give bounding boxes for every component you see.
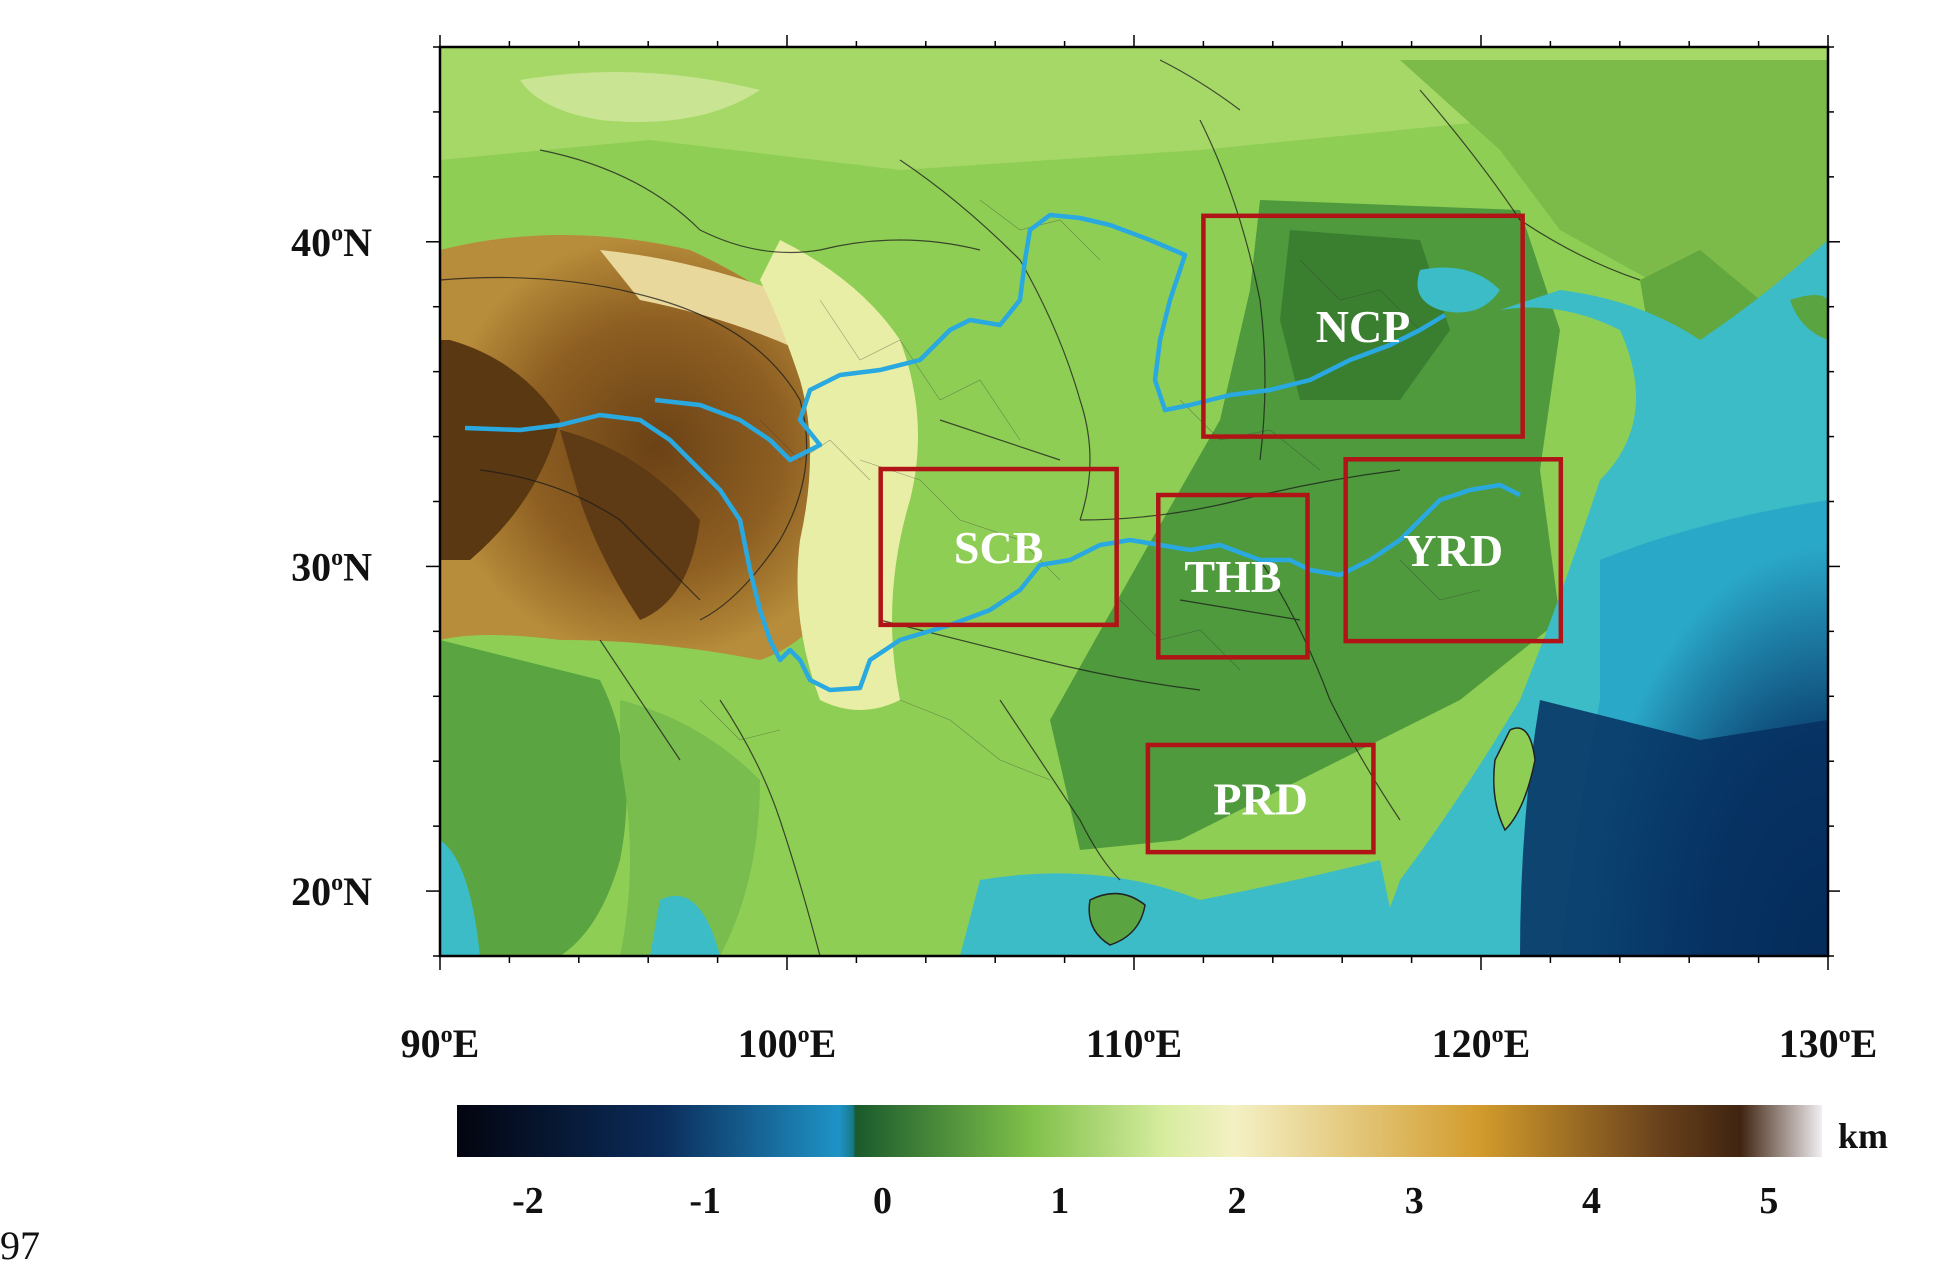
- province-boundaries: [440, 59, 1641, 956]
- region-box-scb: [878, 466, 1119, 628]
- colorbar-tick-labels: -2 -1 0 1 2 3 4 5: [512, 1180, 1778, 1222]
- lon-label: 90oE: [401, 1021, 480, 1066]
- lat-label: 20oN: [291, 869, 372, 914]
- lon-label: 100oE: [738, 1021, 837, 1066]
- axis-ticks: [426, 35, 1840, 970]
- lon-label: 120oE: [1432, 1021, 1531, 1066]
- colorbar-tick-label: 4: [1582, 1180, 1601, 1222]
- lon-label: 130oE: [1779, 1021, 1878, 1066]
- yellow-river: [654, 212, 1447, 463]
- region-box-prd: [1145, 742, 1376, 855]
- colorbar-tick-label: 1: [1050, 1180, 1069, 1222]
- lon-label: 110oE: [1086, 1021, 1182, 1066]
- lat-label: 40oN: [291, 220, 372, 265]
- region-label-ncp: NCP: [1316, 301, 1411, 352]
- colorbar: [457, 1105, 1822, 1157]
- longitude-labels: 90oE 100oE 110oE 120oE 130oE: [401, 1021, 1878, 1066]
- colorbar-unit-label: km: [1838, 1116, 1888, 1156]
- colorbar-tick-label: 5: [1759, 1180, 1778, 1222]
- region-box-ncp: [1201, 213, 1525, 439]
- colorbar-tick-label: 3: [1405, 1180, 1424, 1222]
- region-label-scb: SCB: [954, 522, 1043, 573]
- region-box-thb: [1156, 492, 1310, 660]
- colorbar-tick-label: 0: [873, 1180, 892, 1222]
- lat-label: 30oN: [291, 544, 372, 589]
- region-label-prd: PRD: [1213, 774, 1308, 825]
- latitude-labels: 40oN 30oN 20oN: [291, 220, 372, 914]
- colorbar-tick-label: -2: [512, 1180, 544, 1222]
- colorbar-tick-label: 2: [1228, 1180, 1247, 1222]
- region-label-thb: THB: [1184, 551, 1281, 602]
- region-box-yrd: [1343, 457, 1564, 644]
- page-number: 97: [0, 1223, 40, 1268]
- region-label-yrd: YRD: [1403, 525, 1503, 576]
- terrain-elevation-layer: [440, 47, 1828, 956]
- colorbar-tick-label: -1: [689, 1180, 721, 1222]
- region-boxes: NCP SCB THB YRD PRD: [878, 213, 1564, 855]
